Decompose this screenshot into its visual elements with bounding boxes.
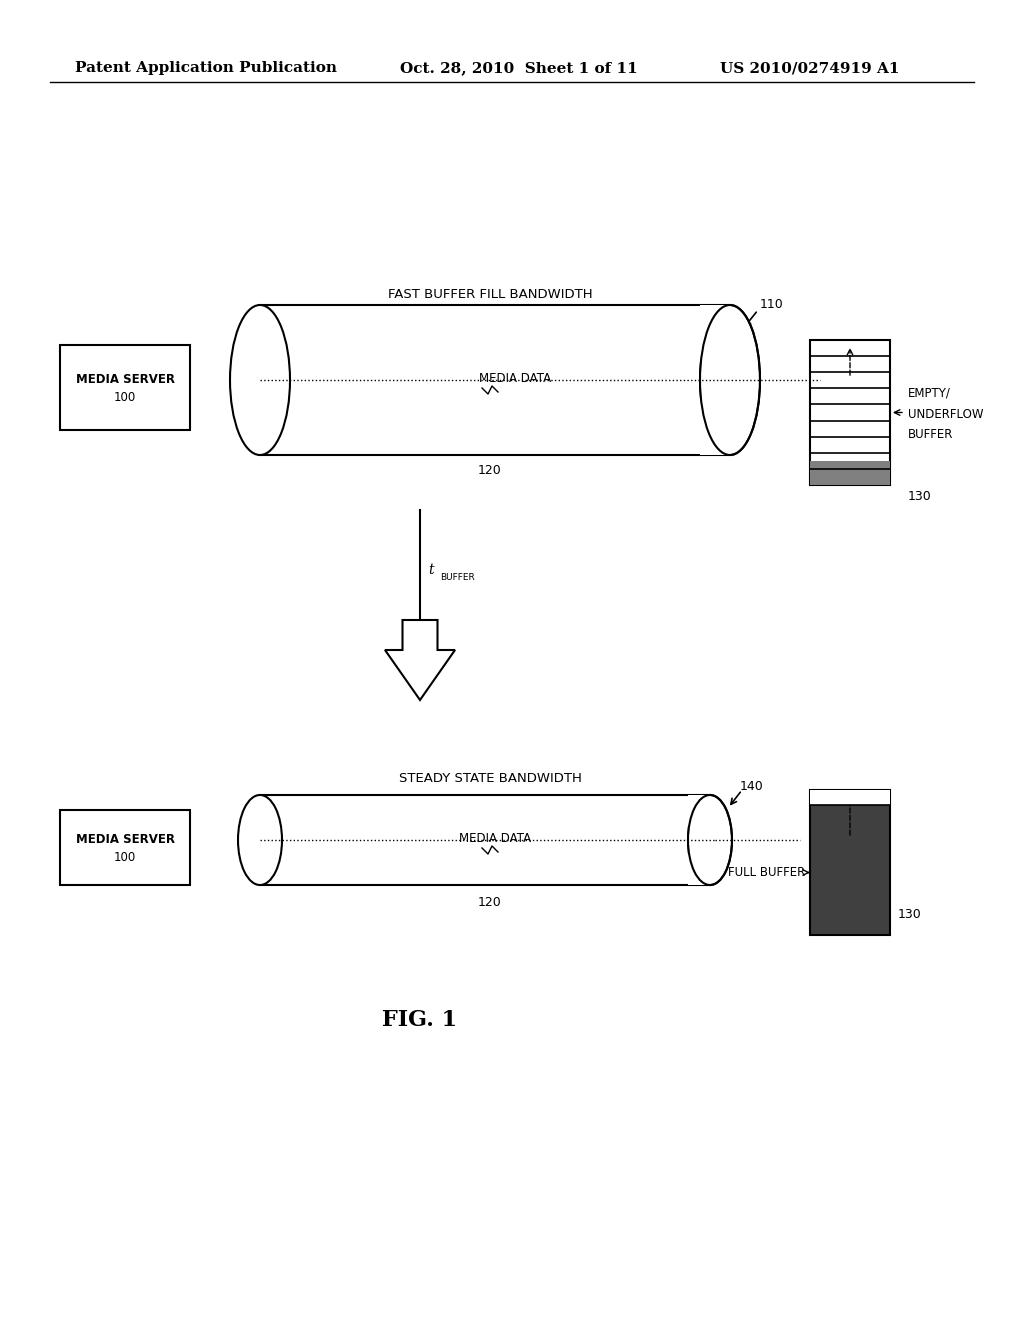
Text: 140: 140: [740, 780, 764, 792]
Bar: [810, 461, 890, 484]
Text: Patent Application Publication: Patent Application Publication: [75, 61, 337, 75]
Bar: [810, 341, 890, 484]
Text: STEADY STATE BANDWIDTH: STEADY STATE BANDWIDTH: [398, 771, 582, 784]
Text: EMPTY/: EMPTY/: [908, 385, 951, 399]
Text: MEDIA SERVER: MEDIA SERVER: [76, 374, 174, 385]
Text: US 2010/0274919 A1: US 2010/0274919 A1: [720, 61, 899, 75]
Text: BUFFER: BUFFER: [908, 428, 953, 441]
Ellipse shape: [688, 795, 732, 884]
Text: Oct. 28, 2010  Sheet 1 of 11: Oct. 28, 2010 Sheet 1 of 11: [400, 61, 638, 75]
Text: FIG. 1: FIG. 1: [382, 1008, 458, 1031]
Text: BUFFER: BUFFER: [440, 573, 475, 582]
Bar: [260, 305, 730, 455]
Bar: [810, 789, 890, 935]
Text: 130: 130: [908, 491, 932, 503]
Ellipse shape: [700, 305, 760, 455]
Text: 120: 120: [478, 463, 502, 477]
Text: MEDIA DATA: MEDIA DATA: [459, 832, 531, 845]
Text: 120: 120: [478, 896, 502, 909]
Text: 110: 110: [760, 298, 783, 312]
Text: MEDIA DATA: MEDIA DATA: [479, 371, 551, 384]
Text: t: t: [428, 564, 433, 577]
Text: MEDIA SERVER: MEDIA SERVER: [76, 833, 174, 846]
Bar: [60, 810, 190, 884]
Bar: [700, 305, 730, 455]
Text: 100: 100: [114, 851, 136, 865]
Text: FULL BUFFER: FULL BUFFER: [728, 866, 805, 879]
Text: FAST BUFFER FILL BANDWIDTH: FAST BUFFER FILL BANDWIDTH: [388, 289, 592, 301]
Text: UNDERFLOW: UNDERFLOW: [908, 408, 983, 421]
Bar: [688, 795, 710, 884]
Ellipse shape: [230, 305, 290, 455]
Bar: [60, 345, 190, 430]
Polygon shape: [385, 620, 455, 700]
Ellipse shape: [238, 795, 282, 884]
Text: 130: 130: [898, 908, 922, 921]
Text: 100: 100: [114, 391, 136, 404]
Bar: [810, 789, 890, 805]
